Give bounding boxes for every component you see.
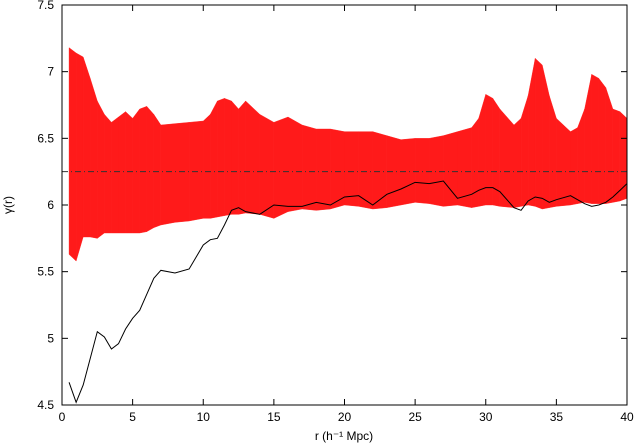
band-segment: [188, 120, 204, 222]
band-segment: [245, 100, 260, 215]
band-segment: [118, 111, 126, 234]
band-segment: [203, 113, 211, 219]
band-segment: [605, 87, 614, 204]
band-segment: [217, 98, 225, 218]
band-segment: [153, 113, 162, 228]
x-tick-label: 20: [338, 410, 352, 424]
band-segment: [301, 124, 317, 211]
x-tick-label: 30: [479, 410, 493, 424]
band-segment: [591, 73, 599, 204]
y-tick-label: 7.5: [37, 0, 54, 12]
band-segment: [97, 100, 105, 239]
y-tick-label: 5: [47, 331, 54, 345]
band-segment: [414, 138, 430, 204]
band-segment: [513, 117, 522, 208]
band-segment: [224, 98, 232, 216]
band-segment: [499, 108, 515, 208]
band-segment: [429, 135, 444, 207]
band-segment: [556, 117, 571, 207]
band-segment: [584, 74, 592, 204]
band-segment: [259, 113, 275, 219]
band-segment: [485, 93, 494, 206]
band-segment: [210, 100, 218, 219]
y-tick-label: 7: [47, 65, 54, 79]
band-segment: [174, 122, 190, 223]
band-segment: [82, 56, 91, 238]
band-segment: [273, 116, 289, 219]
band-segment: [316, 128, 331, 211]
band-segment: [457, 127, 472, 208]
y-axis-label: γ(r): [1, 196, 15, 214]
band-segment: [344, 131, 359, 207]
band-segment: [75, 52, 84, 262]
band-segment: [520, 95, 529, 207]
data-line: [68, 180, 628, 404]
y-tick-label: 5.5: [37, 265, 54, 279]
y-tick-label: 4.5: [37, 398, 54, 412]
band-segment: [238, 100, 246, 215]
x-tick-label: 25: [408, 410, 422, 424]
x-axis-label: r (h⁻¹ Mpc): [315, 429, 373, 443]
band-segment: [132, 108, 140, 234]
x-tick-label: 35: [550, 410, 564, 424]
band-segment: [570, 127, 578, 206]
y-tick-label: 6: [47, 198, 54, 212]
band-segment: [139, 106, 147, 234]
band-segment: [549, 95, 557, 208]
x-tick-label: 15: [267, 410, 281, 424]
band-segment: [612, 108, 621, 203]
band-segment: [372, 131, 388, 210]
x-tick-label: 5: [129, 410, 136, 424]
x-tick-label: 10: [197, 410, 211, 424]
band-segment: [231, 100, 239, 215]
band-segment: [111, 116, 119, 234]
band-segment: [330, 128, 345, 210]
band-segment: [68, 47, 77, 262]
band-segment: [542, 64, 550, 210]
band-segment: [527, 58, 536, 207]
band-segment: [160, 123, 176, 226]
band-segment: [125, 111, 133, 234]
x-tick-label: 0: [59, 410, 66, 424]
x-tick-label: 40: [620, 410, 634, 424]
band-segment: [577, 108, 585, 204]
band-segment: [534, 57, 543, 210]
band-segment: [90, 78, 98, 239]
band-segment: [598, 77, 607, 204]
band-segment: [287, 116, 303, 212]
y-tick-label: 6.5: [37, 131, 54, 145]
band-segment: [104, 113, 112, 234]
band-segment: [146, 105, 155, 233]
